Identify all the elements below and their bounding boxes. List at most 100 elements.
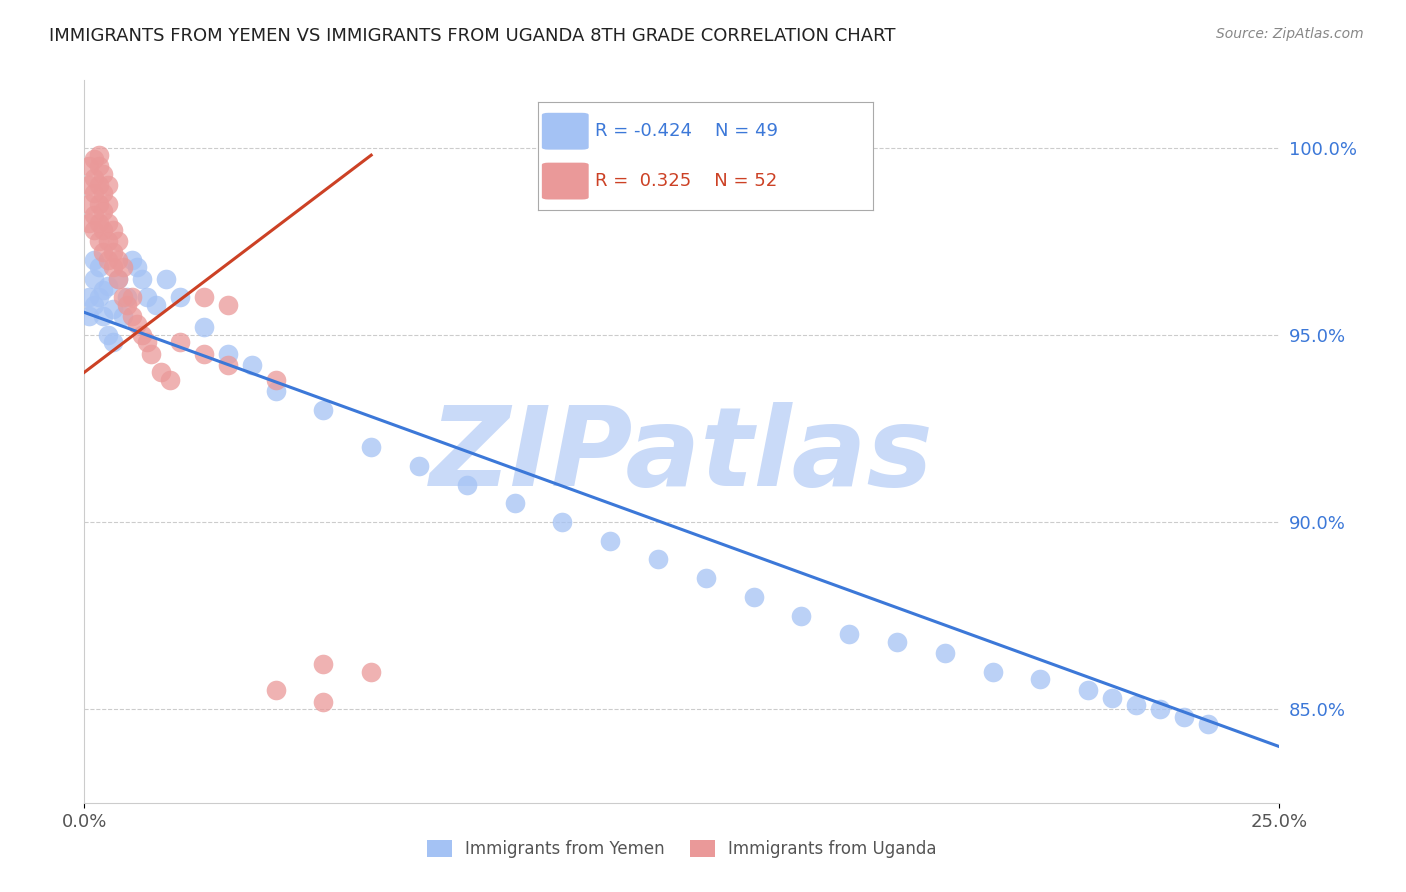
Point xyxy=(886,635,908,649)
Point xyxy=(93,223,115,237)
Point xyxy=(121,290,143,304)
Point xyxy=(97,234,120,248)
Point xyxy=(117,298,139,312)
Point xyxy=(87,215,110,229)
Point xyxy=(111,309,134,323)
Legend: Immigrants from Yemen, Immigrants from Uganda: Immigrants from Yemen, Immigrants from U… xyxy=(419,832,945,867)
Point xyxy=(934,646,956,660)
Point xyxy=(264,384,287,398)
Point xyxy=(87,148,110,162)
Point xyxy=(77,309,100,323)
Point xyxy=(408,458,430,473)
Point xyxy=(87,290,110,304)
Point xyxy=(1173,709,1195,723)
Point xyxy=(193,290,215,304)
Point xyxy=(83,170,105,185)
Point xyxy=(1101,690,1123,705)
Text: ZIPatlas: ZIPatlas xyxy=(430,402,934,509)
Point xyxy=(193,346,215,360)
Point xyxy=(264,683,287,698)
Point xyxy=(101,223,124,237)
Point xyxy=(193,320,215,334)
Point xyxy=(97,327,120,342)
Point xyxy=(93,283,115,297)
Point xyxy=(647,552,669,566)
Point xyxy=(83,271,105,285)
Point xyxy=(77,290,100,304)
Point xyxy=(695,571,717,585)
Point xyxy=(97,178,120,193)
Point xyxy=(83,223,105,237)
Point xyxy=(93,245,115,260)
Point xyxy=(83,186,105,200)
Point xyxy=(551,515,574,529)
Text: Source: ZipAtlas.com: Source: ZipAtlas.com xyxy=(1216,27,1364,41)
Point xyxy=(121,252,143,267)
Point xyxy=(1125,698,1147,713)
Point xyxy=(83,208,105,222)
Point xyxy=(1029,673,1052,687)
Point xyxy=(111,290,134,304)
Point xyxy=(93,309,115,323)
Point xyxy=(125,317,148,331)
Point xyxy=(93,204,115,219)
Point xyxy=(101,245,124,260)
Point xyxy=(135,335,157,350)
Point xyxy=(312,402,335,417)
Point xyxy=(93,186,115,200)
Point xyxy=(131,327,153,342)
Point xyxy=(101,260,124,275)
Point xyxy=(87,234,110,248)
Point xyxy=(145,298,167,312)
Point xyxy=(97,215,120,229)
Point xyxy=(456,477,478,491)
Point xyxy=(101,335,124,350)
Point xyxy=(117,290,139,304)
Point xyxy=(83,152,105,166)
Point xyxy=(149,365,172,379)
Point xyxy=(87,196,110,211)
Point xyxy=(503,496,526,510)
Point xyxy=(87,260,110,275)
Point xyxy=(981,665,1004,679)
Point xyxy=(169,335,191,350)
Point xyxy=(97,279,120,293)
Point xyxy=(169,290,191,304)
Point xyxy=(87,178,110,193)
Point xyxy=(312,657,335,672)
Point xyxy=(155,271,177,285)
Point xyxy=(360,665,382,679)
Point xyxy=(159,373,181,387)
Point xyxy=(742,590,765,604)
Point xyxy=(125,260,148,275)
Point xyxy=(121,309,143,323)
Point xyxy=(1077,683,1099,698)
Point xyxy=(77,178,100,193)
Point xyxy=(1197,717,1219,731)
Point xyxy=(141,346,163,360)
Point xyxy=(107,271,129,285)
Point xyxy=(217,298,239,312)
Point xyxy=(312,695,335,709)
Point xyxy=(107,234,129,248)
Point xyxy=(838,627,860,641)
Point xyxy=(1149,702,1171,716)
Point xyxy=(93,167,115,181)
Text: IMMIGRANTS FROM YEMEN VS IMMIGRANTS FROM UGANDA 8TH GRADE CORRELATION CHART: IMMIGRANTS FROM YEMEN VS IMMIGRANTS FROM… xyxy=(49,27,896,45)
Point xyxy=(83,252,105,267)
Point xyxy=(217,358,239,372)
Point xyxy=(97,196,120,211)
Point xyxy=(101,301,124,316)
Point xyxy=(790,608,813,623)
Point xyxy=(217,346,239,360)
Point xyxy=(97,252,120,267)
Point xyxy=(77,215,100,229)
Point xyxy=(83,298,105,312)
Point xyxy=(599,533,621,548)
Point xyxy=(131,271,153,285)
Point xyxy=(77,160,100,174)
Point xyxy=(87,160,110,174)
Point xyxy=(264,373,287,387)
Point xyxy=(135,290,157,304)
Point xyxy=(107,271,129,285)
